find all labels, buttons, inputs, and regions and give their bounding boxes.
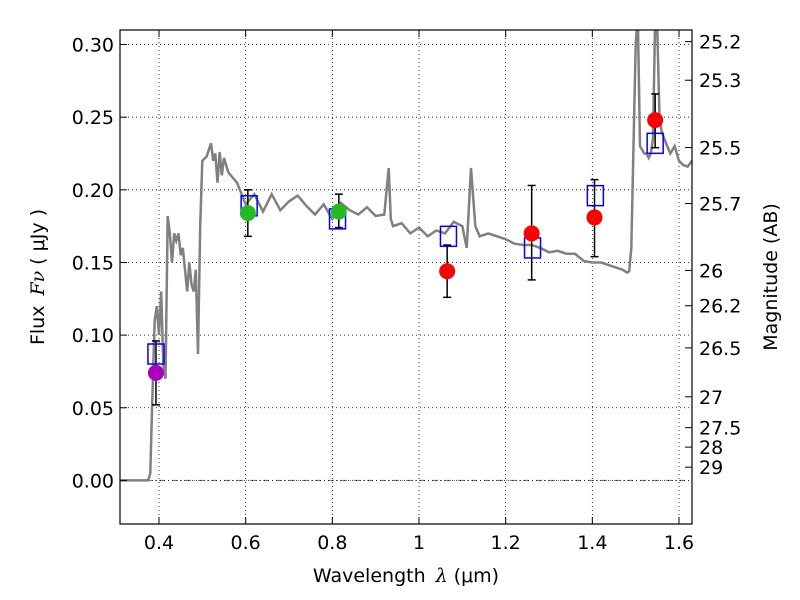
y-tick-labels: 0.00 0.05 0.10 0.15 0.20 0.25 0.30 xyxy=(72,35,114,493)
x-tick-label: 1.6 xyxy=(664,532,694,554)
magnitude-tick-label: 25.2 xyxy=(699,32,741,54)
observed-point xyxy=(647,112,664,129)
model-photometry-boxes xyxy=(147,132,664,365)
model-photometry-box xyxy=(439,225,458,248)
x-tick-labels: 0.4 0.6 0.8 1 1.2 1.4 1.6 xyxy=(144,532,694,554)
magnitude-tick-label: 26 xyxy=(699,260,723,282)
error-bars xyxy=(151,93,660,406)
y-axis-symbol: Fν xyxy=(27,270,49,296)
observed-point xyxy=(439,263,456,280)
y-axis-title: Flux Fν ( μJy ) xyxy=(27,209,49,345)
y2-axis-title: Magnitude (AB) xyxy=(760,203,782,351)
magnitude-tick-label: 27 xyxy=(699,387,723,409)
plot-frame xyxy=(119,29,693,525)
y-tick-label: 0.10 xyxy=(72,325,114,347)
y-tick-label: 0.25 xyxy=(72,107,114,129)
model-photometry-box xyxy=(646,132,664,155)
observed-point xyxy=(147,364,164,381)
x-tick-label: 1 xyxy=(413,532,425,554)
observed-points xyxy=(147,112,664,381)
x-tick-label: 0.4 xyxy=(144,532,174,554)
magnitude-tick-label: 25.5 xyxy=(699,138,741,160)
x-axis-title: Wavelength λ (μm) xyxy=(313,565,499,587)
y-tick-label: 0.05 xyxy=(72,398,114,420)
magnitude-tick-label: 26.2 xyxy=(699,296,741,318)
x-axis-title-text: Wavelength xyxy=(313,565,426,587)
y-tick-label: 0.15 xyxy=(72,252,114,274)
magnitude-tick-label: 27.5 xyxy=(699,418,741,440)
magnitude-tick-label: 26.5 xyxy=(699,338,741,360)
grid xyxy=(120,30,692,524)
x-tick-label: 0.8 xyxy=(317,532,347,554)
magnitude-tick-label: 25.7 xyxy=(699,194,741,216)
x-axis-unit: (μm) xyxy=(454,565,499,587)
magnitude-tick-label: 29 xyxy=(699,457,723,479)
magnitude-tick-label: 28 xyxy=(699,437,723,459)
observed-point xyxy=(586,209,603,226)
model-photometry-box xyxy=(586,184,605,207)
y-tick-label: 0.30 xyxy=(72,35,114,57)
observed-point xyxy=(239,205,256,222)
x-tick-label: 0.6 xyxy=(231,532,261,554)
y-tick-label: 0.00 xyxy=(72,470,114,492)
observed-point xyxy=(330,203,347,220)
x-tick-label: 1.2 xyxy=(491,532,521,554)
model-photometry-box xyxy=(147,343,165,365)
y-tick-label: 0.20 xyxy=(72,180,114,202)
tick-marks xyxy=(120,30,692,524)
plot-area xyxy=(120,30,692,482)
magnitude-tick-label: 25.3 xyxy=(699,70,741,92)
x-tick-label: 1.4 xyxy=(577,532,607,554)
y-axis-unit: ( μJy ) xyxy=(27,209,49,265)
observed-point xyxy=(523,225,540,242)
model-spectrum-line xyxy=(120,30,692,482)
x-axis-symbol: λ xyxy=(435,565,448,587)
y-axis-title-text: Flux xyxy=(27,306,49,346)
